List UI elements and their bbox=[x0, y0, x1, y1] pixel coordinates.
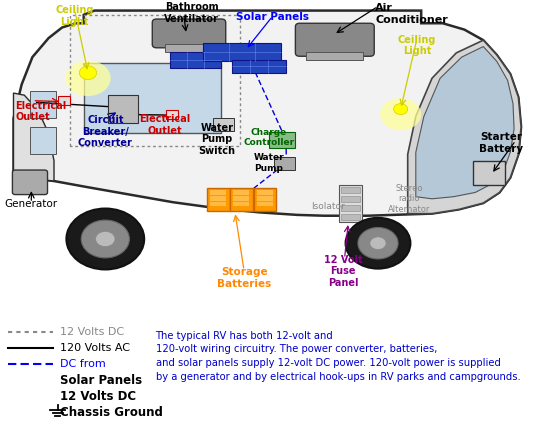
Bar bbox=[202, 43, 281, 61]
FancyBboxPatch shape bbox=[152, 19, 226, 48]
Text: 120 Volts AC: 120 Volts AC bbox=[60, 343, 130, 353]
Circle shape bbox=[65, 60, 111, 96]
FancyBboxPatch shape bbox=[230, 188, 253, 212]
Bar bbox=[233, 190, 249, 195]
FancyBboxPatch shape bbox=[207, 188, 229, 212]
Text: Ceiling
Light: Ceiling Light bbox=[55, 5, 94, 27]
Bar bbox=[210, 190, 226, 195]
Polygon shape bbox=[14, 11, 521, 216]
Bar bbox=[233, 196, 249, 201]
Bar bbox=[257, 190, 273, 195]
Polygon shape bbox=[14, 93, 54, 181]
Text: Generator: Generator bbox=[5, 199, 58, 209]
FancyBboxPatch shape bbox=[295, 23, 374, 56]
Polygon shape bbox=[408, 40, 521, 214]
Bar bbox=[165, 44, 213, 52]
Text: Circuit
Breaker/
Converter: Circuit Breaker/ Converter bbox=[78, 115, 133, 148]
Circle shape bbox=[358, 228, 398, 259]
Circle shape bbox=[79, 66, 97, 80]
Bar bbox=[108, 95, 138, 123]
FancyBboxPatch shape bbox=[472, 161, 505, 185]
Circle shape bbox=[380, 98, 421, 130]
Text: Water
Pump
Switch: Water Pump Switch bbox=[199, 123, 235, 156]
Text: 12 Volt
Fuse
Panel: 12 Volt Fuse Panel bbox=[323, 255, 362, 288]
Bar bbox=[341, 196, 360, 202]
Text: 12 Volts DC: 12 Volts DC bbox=[60, 390, 136, 403]
Bar bbox=[233, 202, 249, 206]
Text: Bathroom
Ventilator: Bathroom Ventilator bbox=[164, 2, 219, 24]
Text: Stereo
radio
Alternator: Stereo radio Alternator bbox=[388, 184, 430, 214]
Bar bbox=[341, 214, 360, 220]
Bar bbox=[341, 205, 360, 211]
Text: Solar Panels: Solar Panels bbox=[60, 374, 142, 387]
Text: Storage
Batteries: Storage Batteries bbox=[217, 267, 271, 289]
Bar bbox=[269, 132, 295, 148]
Bar bbox=[213, 118, 234, 131]
Text: Air
Conditioner: Air Conditioner bbox=[375, 3, 448, 25]
Text: Ceiling
Light: Ceiling Light bbox=[397, 35, 436, 56]
Bar bbox=[58, 96, 70, 105]
Text: Water
Pump: Water Pump bbox=[254, 153, 284, 173]
Text: The typical RV has both 12-volt and
120-volt wiring circuitry. The power convert: The typical RV has both 12-volt and 120-… bbox=[156, 331, 520, 382]
Text: Solar Panels: Solar Panels bbox=[236, 12, 309, 22]
Circle shape bbox=[394, 104, 408, 115]
Text: Isolator: Isolator bbox=[312, 202, 345, 211]
FancyBboxPatch shape bbox=[254, 188, 276, 212]
Bar bbox=[30, 91, 56, 118]
Bar bbox=[306, 52, 363, 60]
Text: 12 Volts DC: 12 Volts DC bbox=[60, 327, 124, 337]
Bar bbox=[341, 187, 360, 193]
Bar bbox=[257, 196, 273, 201]
FancyBboxPatch shape bbox=[12, 170, 48, 195]
Bar bbox=[339, 185, 362, 222]
Circle shape bbox=[96, 231, 115, 247]
Circle shape bbox=[66, 209, 144, 269]
Circle shape bbox=[370, 237, 386, 250]
Text: Electrical
Outlet: Electrical Outlet bbox=[15, 101, 66, 122]
Bar bbox=[257, 202, 273, 206]
Bar bbox=[84, 63, 221, 133]
Text: Starter
Battery: Starter Battery bbox=[478, 132, 523, 154]
Text: Charge
Controller: Charge Controller bbox=[244, 128, 294, 147]
Circle shape bbox=[81, 220, 130, 258]
Polygon shape bbox=[416, 47, 514, 199]
Bar bbox=[210, 196, 226, 201]
Bar bbox=[232, 60, 286, 73]
Circle shape bbox=[346, 218, 410, 269]
Text: Electrical
Outlet: Electrical Outlet bbox=[139, 114, 190, 136]
Bar bbox=[274, 157, 295, 170]
Text: DC from: DC from bbox=[60, 359, 106, 369]
Bar bbox=[170, 52, 221, 68]
Text: Chassis Ground: Chassis Ground bbox=[60, 406, 163, 419]
Bar bbox=[30, 127, 56, 154]
Bar bbox=[166, 110, 178, 119]
Bar bbox=[210, 202, 226, 206]
